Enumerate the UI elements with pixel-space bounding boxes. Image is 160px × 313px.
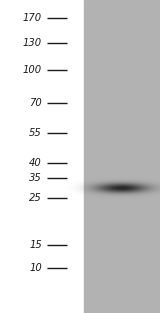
Text: 130: 130 [23,38,42,48]
Text: 55: 55 [29,128,42,138]
Text: 25: 25 [29,193,42,203]
Text: 35: 35 [29,173,42,183]
Text: 100: 100 [23,65,42,75]
Text: 170: 170 [23,13,42,23]
Text: 70: 70 [29,98,42,108]
Text: 10: 10 [29,263,42,273]
Bar [84,0,160,313]
Text: 40: 40 [29,158,42,168]
Text: 15: 15 [29,240,42,250]
